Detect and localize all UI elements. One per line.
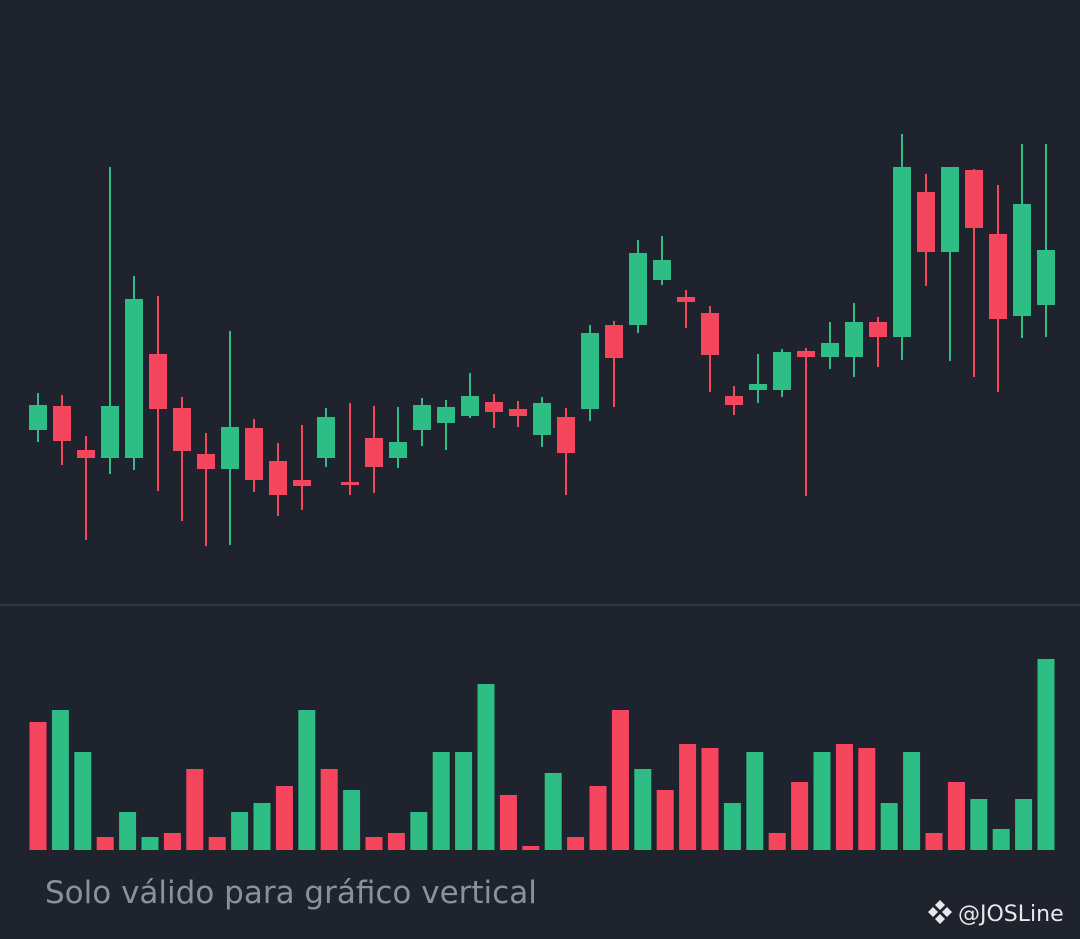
volume-bar <box>96 837 114 850</box>
volume-bar <box>477 684 495 850</box>
candle-body <box>725 396 743 405</box>
candle-body <box>221 427 239 469</box>
volume-bar <box>903 752 921 850</box>
candle-body <box>461 396 479 416</box>
volume-bar <box>320 769 338 850</box>
volume-bar <box>163 833 181 850</box>
volume-bar <box>589 786 607 850</box>
candle-body <box>365 438 383 467</box>
candle-body <box>317 417 335 458</box>
candle-body <box>77 450 95 458</box>
candle-body <box>605 325 623 358</box>
volume-bar <box>1037 659 1055 850</box>
volume-bar <box>29 722 47 850</box>
candle-body <box>581 333 599 409</box>
candle-body <box>1037 250 1055 305</box>
volume-bar <box>544 773 562 850</box>
volume-bar <box>835 744 853 850</box>
candle-body <box>557 417 575 453</box>
volume-bar <box>611 710 629 850</box>
candle-body <box>677 297 695 302</box>
volume-bar <box>208 837 226 850</box>
candle-body <box>821 343 839 357</box>
volume-bar <box>522 846 540 850</box>
candle-body <box>1013 204 1031 316</box>
candle-body <box>989 234 1007 319</box>
volume-bar <box>567 837 585 850</box>
volume-bar <box>791 782 809 850</box>
candle-body <box>341 482 359 485</box>
volume-bar <box>365 837 383 850</box>
volume-bar <box>813 752 831 850</box>
volume-bar <box>947 782 965 850</box>
candle-body <box>533 403 551 435</box>
volume-bar <box>253 803 271 850</box>
candle-body <box>749 384 767 390</box>
candle-body <box>293 480 311 486</box>
volume-bar <box>74 752 92 850</box>
volume-bar <box>701 748 719 850</box>
volume-bar <box>970 799 988 850</box>
candle-body <box>437 407 455 423</box>
candle-body <box>965 170 983 228</box>
volume-bar <box>387 833 405 850</box>
volume-bar <box>746 752 764 850</box>
volume-bar <box>768 833 786 850</box>
volume-bar <box>1015 799 1033 850</box>
candle-body <box>797 351 815 357</box>
logo <box>928 900 952 924</box>
candle-body <box>869 322 887 337</box>
candle-body <box>101 406 119 458</box>
volume-bar <box>51 710 69 850</box>
caption: Solo válido para gráfico vertical <box>45 875 537 911</box>
volume-bar <box>992 829 1010 850</box>
candle-body <box>509 409 527 416</box>
volume-bar <box>656 790 674 850</box>
candle-body <box>413 405 431 430</box>
volume-bar <box>858 748 876 850</box>
candle-body <box>845 322 863 357</box>
volume-bar <box>231 812 249 850</box>
volume-bar <box>634 769 652 850</box>
volume-bar <box>275 786 293 850</box>
volume-bar <box>723 803 741 850</box>
volume-bar <box>410 812 428 850</box>
volume-bar <box>119 812 137 850</box>
candle-body <box>53 406 71 441</box>
volume-bar <box>925 833 943 850</box>
candle-body <box>485 402 503 412</box>
volume-bar <box>880 803 898 850</box>
candle-body <box>29 405 47 430</box>
volume-bar <box>298 710 316 850</box>
candle-body <box>245 428 263 480</box>
watermark: @JOSLine <box>958 902 1064 927</box>
candle-body <box>149 354 167 409</box>
volume-bar <box>186 769 204 850</box>
volume-bar <box>455 752 473 850</box>
candle-body <box>629 253 647 325</box>
volume-bar <box>141 837 159 850</box>
candle-body <box>941 167 959 252</box>
candle-body <box>893 167 911 337</box>
volume-bar <box>499 795 517 850</box>
volume-bar <box>432 752 450 850</box>
candle-body <box>773 352 791 390</box>
volume-bar <box>343 790 361 850</box>
candle-body <box>701 313 719 355</box>
candle-body <box>653 260 671 280</box>
candle-body <box>389 442 407 458</box>
volume-bar <box>679 744 697 850</box>
candle-body <box>197 454 215 469</box>
candle-body <box>125 299 143 458</box>
candle-body <box>917 192 935 252</box>
candle-body <box>173 408 191 451</box>
candle-body <box>269 461 287 495</box>
